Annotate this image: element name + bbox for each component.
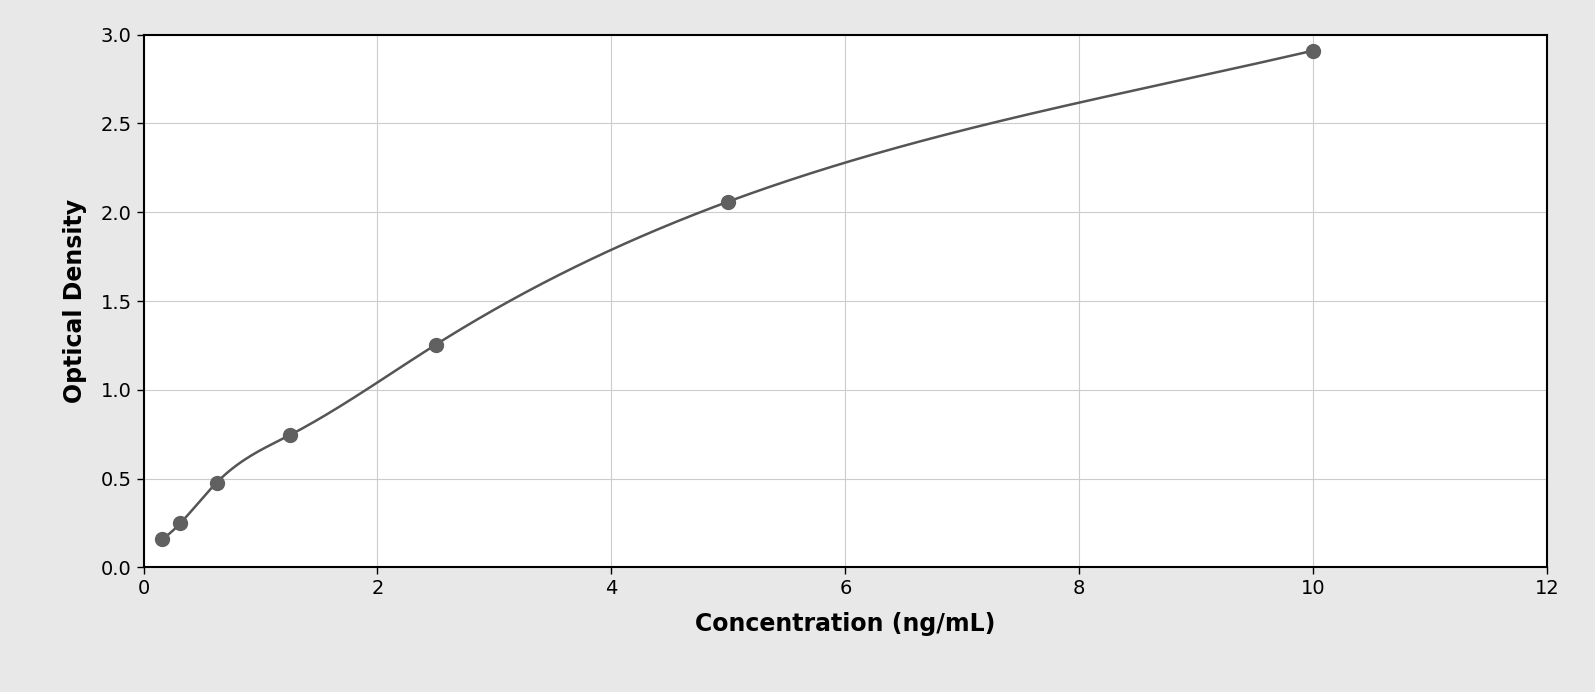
Point bbox=[716, 196, 742, 207]
Point bbox=[278, 430, 303, 441]
Point bbox=[1300, 45, 1325, 56]
Point bbox=[167, 518, 193, 529]
X-axis label: Concentration (ng/mL): Concentration (ng/mL) bbox=[695, 612, 995, 636]
Point bbox=[148, 534, 174, 545]
Point bbox=[423, 339, 448, 350]
Point bbox=[204, 477, 230, 488]
Y-axis label: Optical Density: Optical Density bbox=[62, 199, 86, 403]
